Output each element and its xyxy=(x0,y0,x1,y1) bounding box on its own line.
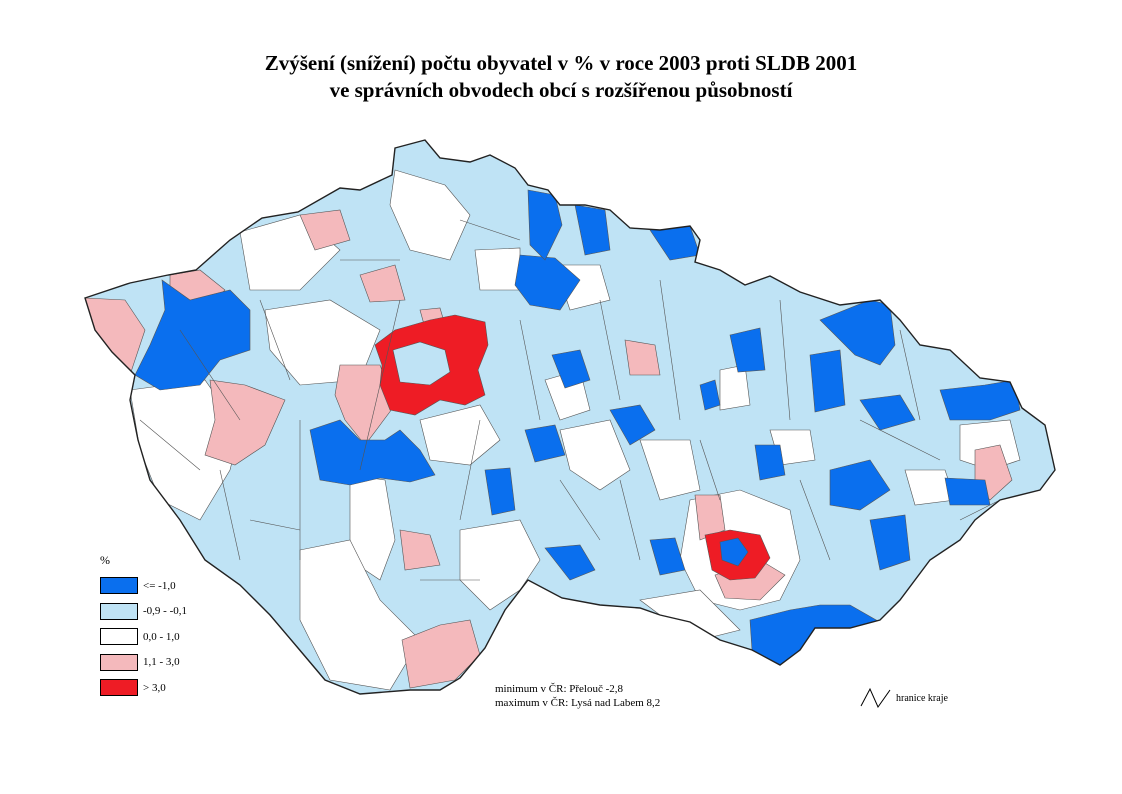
legend-swatch xyxy=(100,679,138,697)
border-legend: hranice kraje xyxy=(860,686,948,710)
map-title: Zvýšení (snížení) počtu obyvatel v % v r… xyxy=(0,50,1122,104)
legend-item: 0,0 - 1,0 xyxy=(100,624,187,650)
legend-title: % xyxy=(100,553,110,567)
regions xyxy=(85,140,1055,694)
extremes-note: minimum v ČR: Přelouč -2,8 maximum v ČR:… xyxy=(495,682,660,710)
title-line-1: Zvýšení (snížení) počtu obyvatel v % v r… xyxy=(264,51,858,75)
legend-label: <= -1,0 xyxy=(143,579,176,592)
legend-swatch xyxy=(100,602,138,620)
legend-item: > 3,0 xyxy=(100,675,187,701)
maximum-note: maximum v ČR: Lysá nad Labem 8,2 xyxy=(495,697,661,709)
legend-label: 1,1 - 3,0 xyxy=(143,656,180,669)
legend-label: > 3,0 xyxy=(143,681,166,694)
legend-item: <= -1,0 xyxy=(100,573,187,599)
legend-item: -0,9 - -0,1 xyxy=(100,599,187,625)
legend-swatch xyxy=(100,577,138,595)
legend-label: 0,0 - 1,0 xyxy=(143,630,180,643)
legend-item: 1,1 - 3,0 xyxy=(100,650,187,676)
minimum-note: minimum v ČR: Přelouč -2,8 xyxy=(495,683,624,695)
legend: % <= -1,0 -0,9 - -0,1 0,0 - 1,0 1,1 - 3,… xyxy=(100,553,187,701)
legend-swatch xyxy=(100,653,138,671)
title-line-2: ve správních obvodech obcí s rozšířenou … xyxy=(329,78,793,102)
legend-swatch xyxy=(100,628,138,646)
border-legend-label: hranice kraje xyxy=(896,692,948,704)
country-border xyxy=(84,139,1056,695)
border-line-icon xyxy=(860,687,891,709)
legend-label: -0,9 - -0,1 xyxy=(143,605,187,618)
